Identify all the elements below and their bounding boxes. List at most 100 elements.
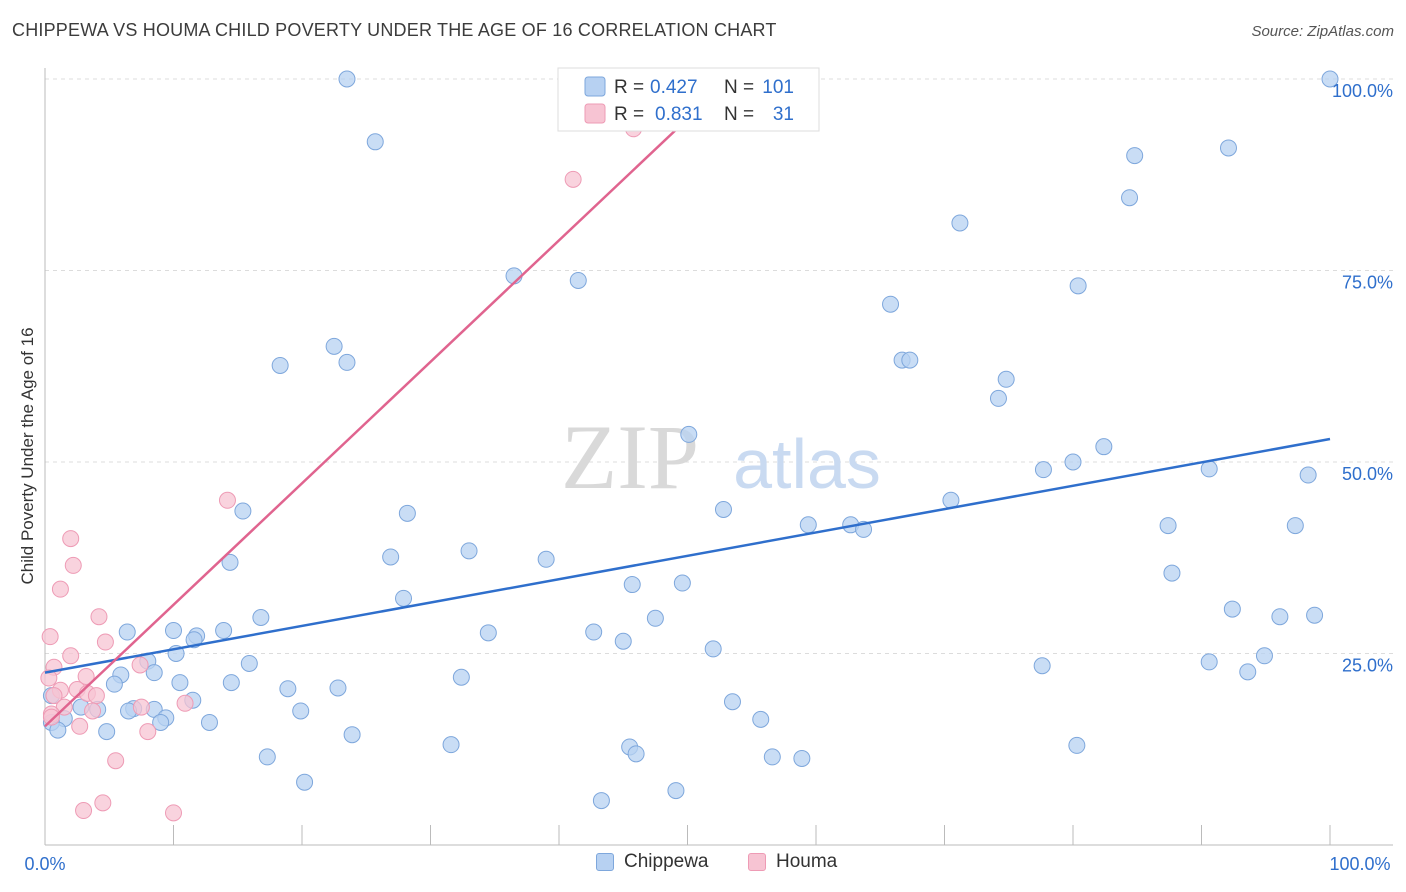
houma-point-24[interactable] <box>71 717 89 735</box>
chippewa-point-54[interactable] <box>704 640 722 658</box>
chippewa-point-27[interactable] <box>714 500 732 518</box>
chippewa-point-58[interactable] <box>240 654 258 672</box>
houma-point-29[interactable] <box>165 804 182 822</box>
chippewa-point-88[interactable] <box>442 736 460 754</box>
chippewa-point-42[interactable] <box>1223 600 1241 618</box>
houma-point-17[interactable] <box>87 687 105 705</box>
legend-item-chippewa[interactable]: Chippewa <box>596 851 709 873</box>
houma-point-10[interactable] <box>131 656 149 674</box>
houma-point-1[interactable] <box>564 170 582 188</box>
chippewa-point-21[interactable] <box>1034 461 1052 479</box>
chippewa-point-69[interactable] <box>329 679 347 697</box>
chippewa-point-87[interactable] <box>343 726 361 744</box>
houma-point-9[interactable] <box>62 647 80 665</box>
chippewa-point-16[interactable] <box>997 370 1015 388</box>
chippewa-point-35[interactable] <box>537 550 555 568</box>
chippewa-point-95[interactable] <box>296 773 314 791</box>
chippewa-point-68[interactable] <box>279 680 297 698</box>
chippewa-point-18[interactable] <box>680 425 698 443</box>
chippewa-point-51[interactable] <box>479 624 497 642</box>
houma-point-30[interactable] <box>42 708 60 726</box>
chippewa-point-94[interactable] <box>793 749 811 767</box>
houma-point-2[interactable] <box>218 491 236 509</box>
chippewa-point-23[interactable] <box>1299 466 1317 484</box>
chippewa-point-83[interactable] <box>200 713 218 731</box>
houma-point-21[interactable] <box>84 702 102 720</box>
houma-point-28[interactable] <box>94 794 112 812</box>
chippewa-point-12[interactable] <box>271 356 289 374</box>
chippewa-point-84[interactable] <box>752 710 770 728</box>
chippewa-point-41[interactable] <box>1306 606 1324 624</box>
chippewa-point-26[interactable] <box>398 504 416 522</box>
chippewa-point-66[interactable] <box>222 674 240 692</box>
chippewa-point-6[interactable] <box>951 214 969 232</box>
legend-item-houma[interactable]: Houma <box>748 851 837 873</box>
chippewa-point-96[interactable] <box>667 782 685 800</box>
chippewa-point-82[interactable] <box>152 713 170 731</box>
houma-point-12[interactable] <box>77 667 95 685</box>
chippewa-point-91[interactable] <box>1068 736 1086 754</box>
houma-point-3[interactable] <box>62 530 80 548</box>
chippewa-point-0[interactable] <box>338 70 356 88</box>
chippewa-point-52[interactable] <box>585 623 603 641</box>
chippewa-point-93[interactable] <box>763 748 781 766</box>
houma-point-6[interactable] <box>90 608 108 626</box>
chippewa-point-15[interactable] <box>901 351 919 369</box>
chippewa-point-45[interactable] <box>646 609 664 627</box>
chippewa-point-3[interactable] <box>1126 147 1144 165</box>
chippewa-point-56[interactable] <box>1255 647 1273 665</box>
chippewa-point-77[interactable] <box>292 702 310 720</box>
chippewa-point-8[interactable] <box>569 271 587 289</box>
chippewa-point-28[interactable] <box>799 516 817 534</box>
chippewa-point-60[interactable] <box>1200 653 1218 671</box>
chippewa-point-65[interactable] <box>171 674 189 692</box>
chippewa-point-48[interactable] <box>215 622 233 640</box>
chippewa-point-40[interactable] <box>395 589 413 607</box>
chippewa-point-34[interactable] <box>382 548 400 566</box>
chippewa-point-86[interactable] <box>98 723 116 741</box>
chippewa-point-64[interactable] <box>452 668 470 686</box>
chippewa-point-33[interactable] <box>460 542 478 560</box>
chippewa-point-92[interactable] <box>258 748 276 766</box>
chippewa-point-46[interactable] <box>118 623 136 641</box>
chippewa-point-39[interactable] <box>623 576 641 594</box>
chippewa-point-67[interactable] <box>105 675 123 693</box>
houma-point-7[interactable] <box>41 628 59 646</box>
chippewa-point-90[interactable] <box>627 745 645 763</box>
chippewa-point-44[interactable] <box>252 608 270 626</box>
chippewa-point-43[interactable] <box>1271 608 1289 626</box>
chippewa-point-4[interactable] <box>1219 139 1237 157</box>
chippewa-point-53[interactable] <box>614 632 632 650</box>
chippewa-point-9[interactable] <box>1069 277 1087 295</box>
chippewa-point-36[interactable] <box>221 553 239 571</box>
houma-point-27[interactable] <box>75 802 93 820</box>
chippewa-point-32[interactable] <box>1286 517 1304 535</box>
houma-point-22[interactable] <box>176 694 194 712</box>
chippewa-point-17[interactable] <box>989 389 1007 407</box>
houma-point-13[interactable] <box>40 669 58 687</box>
chippewa-point-5[interactable] <box>1121 189 1139 207</box>
chippewa-point-31[interactable] <box>1159 517 1177 535</box>
chippewa-point-38[interactable] <box>673 574 691 592</box>
chippewa-point-19[interactable] <box>1095 438 1113 456</box>
source-credit[interactable]: Source: ZipAtlas.com <box>1251 23 1394 40</box>
chippewa-point-61[interactable] <box>1239 663 1257 681</box>
chippewa-point-10[interactable] <box>882 295 900 313</box>
chippewa-point-20[interactable] <box>1064 453 1082 471</box>
chippewa-point-1[interactable] <box>1321 70 1339 88</box>
chippewa-point-37[interactable] <box>1163 564 1181 582</box>
chippewa-point-22[interactable] <box>1200 460 1218 478</box>
chippewa-point-97[interactable] <box>592 792 610 810</box>
chippewa-point-2[interactable] <box>366 133 384 151</box>
houma-point-8[interactable] <box>96 633 114 651</box>
houma-point-20[interactable] <box>132 698 150 716</box>
houma-point-26[interactable] <box>107 752 125 770</box>
chippewa-point-25[interactable] <box>234 502 252 520</box>
chippewa-point-13[interactable] <box>338 353 356 371</box>
chippewa-point-63[interactable] <box>145 664 163 682</box>
chippewa-point-72[interactable] <box>723 693 741 711</box>
houma-point-5[interactable] <box>51 580 69 598</box>
chippewa-point-59[interactable] <box>1033 657 1051 675</box>
chippewa-point-47[interactable] <box>165 622 182 640</box>
houma-point-18[interactable] <box>45 687 63 705</box>
